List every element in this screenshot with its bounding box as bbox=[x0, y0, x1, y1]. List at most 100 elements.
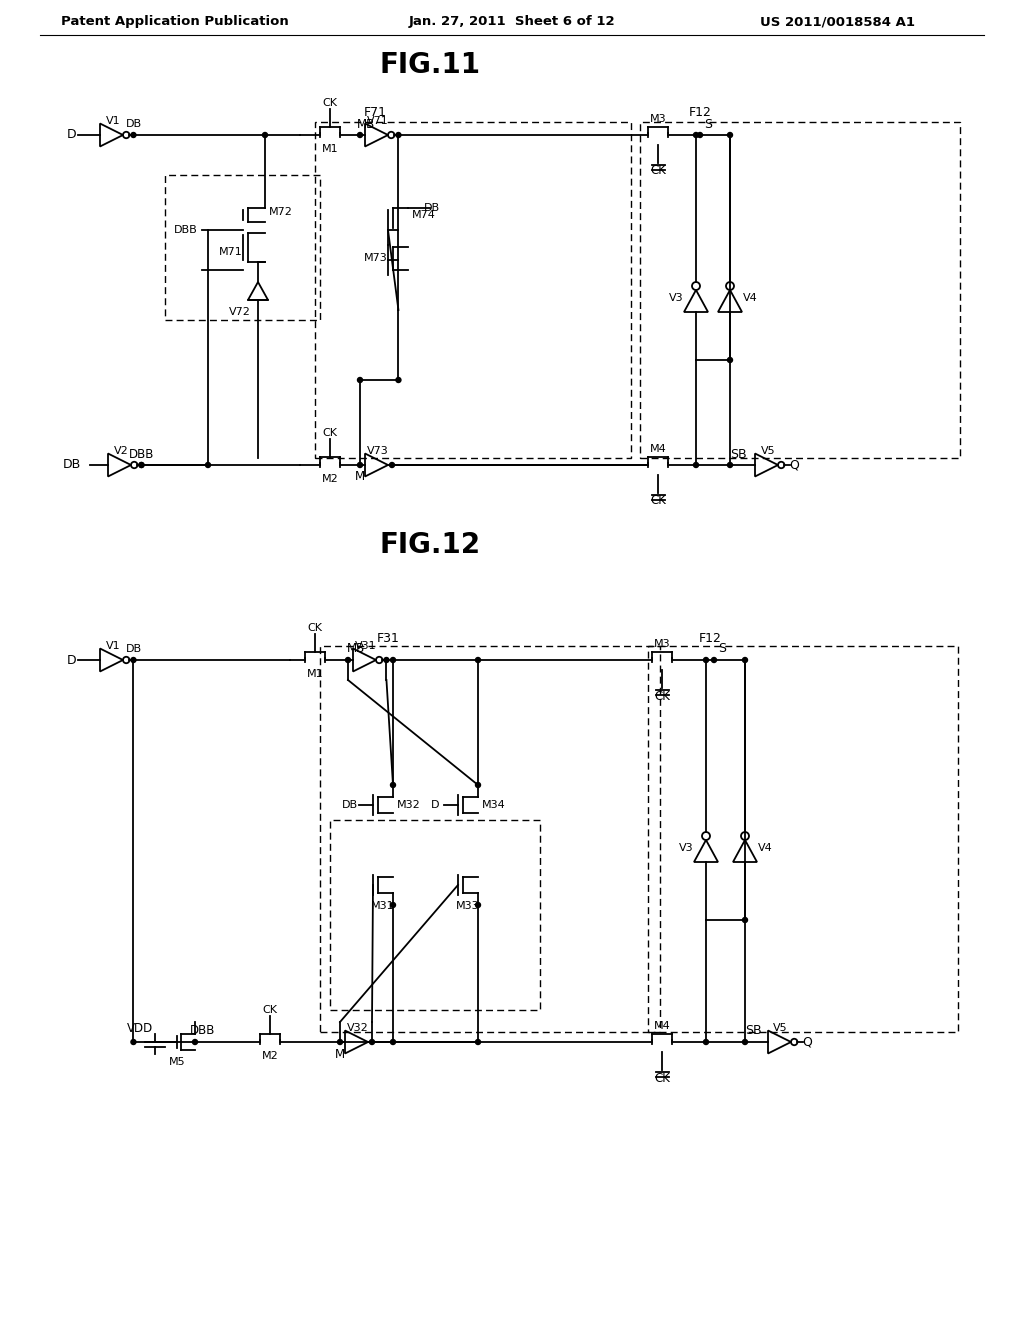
Circle shape bbox=[396, 132, 401, 137]
Text: V3: V3 bbox=[679, 843, 693, 853]
Circle shape bbox=[727, 358, 732, 363]
Text: D: D bbox=[431, 800, 439, 810]
Bar bbox=[319, 645, 660, 1032]
Circle shape bbox=[727, 132, 732, 137]
Text: US 2011/0018584 A1: US 2011/0018584 A1 bbox=[761, 16, 915, 29]
Text: Patent Application Publication: Patent Application Publication bbox=[61, 16, 289, 29]
Text: DB: DB bbox=[125, 119, 141, 129]
Circle shape bbox=[262, 132, 267, 137]
Text: V71: V71 bbox=[368, 116, 389, 125]
Text: MB: MB bbox=[357, 117, 375, 131]
Text: V5: V5 bbox=[761, 446, 775, 455]
Text: M5: M5 bbox=[169, 1057, 185, 1067]
Text: M3: M3 bbox=[653, 639, 671, 649]
Text: FIG.11: FIG.11 bbox=[380, 51, 480, 79]
Circle shape bbox=[193, 1040, 198, 1044]
Text: S: S bbox=[705, 117, 712, 131]
Text: F71: F71 bbox=[364, 106, 386, 119]
Circle shape bbox=[384, 657, 389, 663]
Text: M31: M31 bbox=[371, 902, 395, 911]
Text: M: M bbox=[335, 1048, 345, 1060]
Circle shape bbox=[396, 378, 401, 383]
Text: M32: M32 bbox=[397, 800, 421, 810]
Circle shape bbox=[131, 132, 136, 137]
Circle shape bbox=[475, 903, 480, 908]
Bar bbox=[648, 645, 958, 1032]
Text: CK: CK bbox=[262, 1005, 278, 1015]
Text: M1: M1 bbox=[322, 144, 338, 154]
Text: DB: DB bbox=[342, 800, 358, 810]
Circle shape bbox=[742, 1040, 748, 1044]
Text: VDD: VDD bbox=[127, 1022, 154, 1035]
Text: Q: Q bbox=[790, 458, 800, 471]
Text: V1: V1 bbox=[105, 642, 120, 651]
Circle shape bbox=[475, 1040, 480, 1044]
Text: FIG.12: FIG.12 bbox=[380, 531, 480, 558]
Text: CK: CK bbox=[650, 164, 666, 177]
Text: F12: F12 bbox=[698, 631, 722, 644]
Text: V4: V4 bbox=[758, 843, 772, 853]
Circle shape bbox=[139, 462, 144, 467]
Text: M74: M74 bbox=[412, 210, 436, 220]
Text: M4: M4 bbox=[653, 1020, 671, 1031]
Text: M2: M2 bbox=[322, 474, 338, 484]
Text: M71: M71 bbox=[219, 247, 243, 257]
Text: DB: DB bbox=[424, 203, 440, 213]
Text: M72: M72 bbox=[269, 207, 293, 216]
Text: Jan. 27, 2011  Sheet 6 of 12: Jan. 27, 2011 Sheet 6 of 12 bbox=[409, 16, 615, 29]
Circle shape bbox=[475, 783, 480, 788]
Bar bbox=[330, 820, 540, 1010]
Text: V2: V2 bbox=[114, 446, 128, 455]
Circle shape bbox=[390, 903, 395, 908]
Bar bbox=[640, 121, 961, 458]
Circle shape bbox=[742, 917, 748, 923]
Circle shape bbox=[390, 657, 395, 663]
Circle shape bbox=[390, 1040, 395, 1044]
Text: V73: V73 bbox=[368, 446, 389, 455]
Text: CK: CK bbox=[650, 495, 666, 507]
Text: V4: V4 bbox=[742, 293, 758, 304]
Circle shape bbox=[131, 657, 136, 663]
Circle shape bbox=[357, 132, 362, 137]
Circle shape bbox=[357, 378, 362, 383]
Circle shape bbox=[206, 462, 211, 467]
Text: M4: M4 bbox=[649, 444, 667, 454]
Circle shape bbox=[345, 657, 350, 663]
Text: SB: SB bbox=[730, 447, 746, 461]
Bar bbox=[315, 121, 631, 458]
Text: D: D bbox=[68, 128, 77, 141]
Circle shape bbox=[475, 657, 480, 663]
Text: V72: V72 bbox=[229, 308, 251, 317]
Text: DBB: DBB bbox=[190, 1024, 216, 1038]
Text: V32: V32 bbox=[347, 1023, 369, 1034]
Text: M33: M33 bbox=[456, 902, 480, 911]
Text: CK: CK bbox=[323, 428, 338, 438]
Bar bbox=[165, 176, 319, 319]
Text: V3: V3 bbox=[669, 293, 683, 304]
Circle shape bbox=[338, 1040, 342, 1044]
Circle shape bbox=[727, 462, 732, 467]
Circle shape bbox=[697, 132, 702, 137]
Text: M: M bbox=[355, 470, 366, 483]
Text: V5: V5 bbox=[773, 1023, 787, 1034]
Text: DB: DB bbox=[125, 644, 141, 653]
Circle shape bbox=[703, 657, 709, 663]
Circle shape bbox=[389, 462, 394, 467]
Circle shape bbox=[139, 462, 144, 467]
Circle shape bbox=[357, 462, 362, 467]
Text: M3: M3 bbox=[649, 114, 667, 124]
Circle shape bbox=[131, 1040, 136, 1044]
Text: SB: SB bbox=[744, 1024, 761, 1038]
Text: DBB: DBB bbox=[174, 224, 198, 235]
Text: F31: F31 bbox=[377, 631, 399, 644]
Text: DBB: DBB bbox=[129, 447, 155, 461]
Circle shape bbox=[712, 657, 717, 663]
Text: V31: V31 bbox=[355, 642, 377, 651]
Text: S: S bbox=[718, 643, 726, 656]
Text: DB: DB bbox=[62, 458, 81, 471]
Text: V1: V1 bbox=[105, 116, 120, 125]
Circle shape bbox=[742, 657, 748, 663]
Text: M34: M34 bbox=[482, 800, 506, 810]
Text: CK: CK bbox=[654, 689, 670, 702]
Text: D: D bbox=[68, 653, 77, 667]
